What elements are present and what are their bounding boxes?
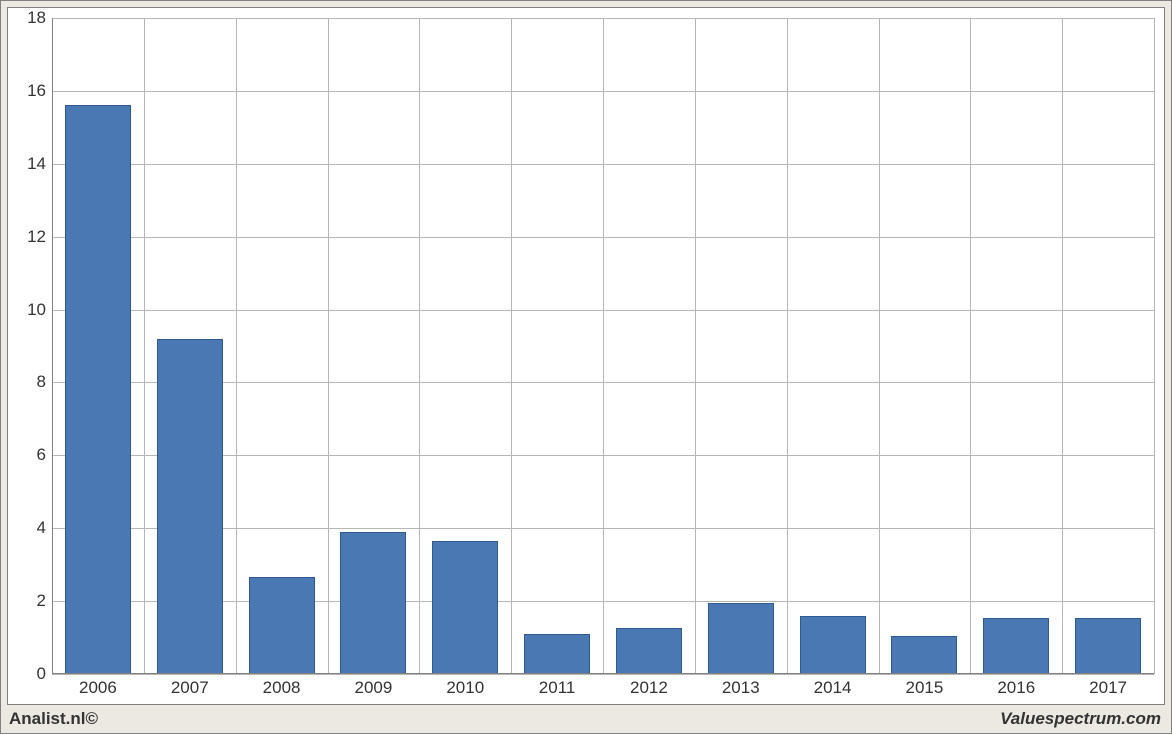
y-tick-label: 12 <box>27 227 52 247</box>
y-tick-label: 8 <box>37 372 52 392</box>
y-tick-label: 2 <box>37 591 52 611</box>
chart-outer-frame: 0 2 4 6 8 10 12 14 16 18 2006 2007 2008 2009 2010 2011 2… <box>0 0 1172 734</box>
plot-area: 0246810121416182006200720082009201020112… <box>52 18 1154 674</box>
bar <box>1075 618 1141 674</box>
y-tick-label: 18 <box>27 8 52 28</box>
y-tick-label: 6 <box>37 445 52 465</box>
bar <box>891 636 957 674</box>
bar <box>800 616 866 674</box>
x-tick-label: 2009 <box>354 674 392 698</box>
footer-credit-left: Analist.nl© <box>9 709 98 729</box>
x-tick-label: 2017 <box>1089 674 1127 698</box>
bar <box>65 105 131 674</box>
y-axis-line <box>52 18 53 674</box>
gridline-vertical <box>970 18 971 674</box>
x-tick-label: 2015 <box>905 674 943 698</box>
gridline-vertical <box>236 18 237 674</box>
y-tick-label: 14 <box>27 154 52 174</box>
y-tick-label: 0 <box>37 664 52 684</box>
gridline-vertical <box>511 18 512 674</box>
x-tick-label: 2012 <box>630 674 668 698</box>
bar <box>524 634 590 674</box>
gridline-vertical <box>695 18 696 674</box>
y-tick-label: 16 <box>27 81 52 101</box>
gridline-vertical <box>419 18 420 674</box>
bar <box>432 541 498 674</box>
gridline-vertical <box>879 18 880 674</box>
bar <box>249 577 315 674</box>
gridline-vertical <box>787 18 788 674</box>
x-tick-label: 2006 <box>79 674 117 698</box>
bar <box>157 339 223 674</box>
footer-credit-right: Valuespectrum.com <box>1000 709 1161 729</box>
x-tick-label: 2007 <box>171 674 209 698</box>
bar <box>616 628 682 674</box>
x-tick-label: 2014 <box>814 674 852 698</box>
plot-frame: 0 2 4 6 8 10 12 14 16 18 2006 2007 2008 2009 2010 2011 2… <box>7 7 1165 705</box>
gridline-vertical <box>603 18 604 674</box>
bar <box>340 532 406 674</box>
y-tick-label: 4 <box>37 518 52 538</box>
x-tick-label: 2008 <box>263 674 301 698</box>
gridline-vertical <box>328 18 329 674</box>
x-tick-label: 2013 <box>722 674 760 698</box>
gridline-vertical <box>1062 18 1063 674</box>
y-tick-label: 10 <box>27 300 52 320</box>
gridline-horizontal <box>52 674 1154 675</box>
gridline-vertical <box>1154 18 1155 674</box>
bar <box>983 618 1049 674</box>
gridline-vertical <box>144 18 145 674</box>
x-tick-label: 2016 <box>997 674 1035 698</box>
bar <box>708 603 774 674</box>
x-axis-line <box>52 673 1154 674</box>
x-tick-label: 2010 <box>446 674 484 698</box>
x-tick-label: 2011 <box>539 674 576 698</box>
